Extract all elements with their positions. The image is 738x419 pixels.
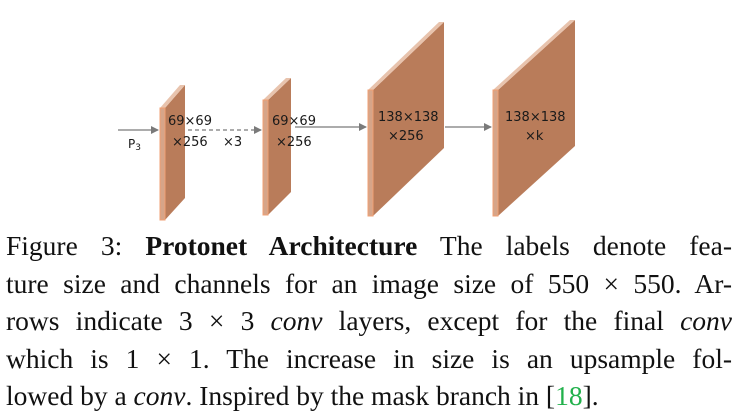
block-3-label-size: 138×138 xyxy=(378,110,439,125)
block-2-label-size: 69×69 xyxy=(272,114,316,129)
feature-block-4: 138×138 ×k xyxy=(492,20,575,217)
block-2-label-channels: ×256 xyxy=(276,135,312,150)
block-4-top xyxy=(493,20,575,90)
block-4-side xyxy=(498,20,575,216)
caption-text-1: The labels denote fea- xyxy=(439,230,732,261)
block-2-side xyxy=(268,78,291,215)
block-1-label-channels: ×256 xyxy=(172,135,208,150)
caption-text-4: which is 1 × 1. The increase in size is … xyxy=(6,342,732,374)
block-3-label-channels: ×256 xyxy=(388,129,424,144)
figure-caption: Figure 3: Protonet Architecture The labe… xyxy=(6,227,732,415)
caption-line-2: ture size and channels for an image size… xyxy=(6,265,732,303)
caption-line-5: lowed by a conv. Inspired by the mask br… xyxy=(6,377,732,415)
block-3-top xyxy=(368,22,444,90)
block-4-face xyxy=(492,89,499,217)
caption-figure-label: Figure 3: xyxy=(6,230,123,261)
protonet-diagram-svg: P3 69×69 ×256 ×3 69×69 ×256 138×138 xyxy=(118,20,575,221)
block-1-face xyxy=(159,107,166,221)
caption-text-3a: rows indicate 3 × 3 xyxy=(6,305,271,336)
block-2-top xyxy=(263,78,291,100)
input-label-p: P3 xyxy=(128,137,141,153)
block-1-label-size: 69×69 xyxy=(168,114,212,129)
block-4-label-size: 138×138 xyxy=(505,110,566,125)
caption-line-3: rows indicate 3 × 3 conv layers, except … xyxy=(6,302,732,340)
caption-conv-1: conv xyxy=(270,305,323,336)
caption-text-5c: . Inspired by the mask branch in [ xyxy=(185,380,556,411)
caption-text-5a: lowed by a xyxy=(6,380,134,411)
block-3-side xyxy=(373,22,444,216)
caption-line-4: which is 1 × 1. The increase in size is … xyxy=(6,340,732,378)
feature-block-1: 69×69 ×256 xyxy=(159,85,212,221)
caption-conv-3: conv xyxy=(133,380,186,411)
feature-block-2: 69×69 ×256 xyxy=(262,78,316,216)
caption-text-3c: layers, except for the final xyxy=(322,305,681,336)
block-1-top xyxy=(160,85,185,108)
protonet-diagram: P3 69×69 ×256 ×3 69×69 ×256 138×138 xyxy=(118,20,575,221)
block-3-face xyxy=(367,89,374,217)
caption-conv-2: conv xyxy=(680,305,732,336)
block-2-face xyxy=(262,99,269,216)
block-4-label-channels: ×k xyxy=(525,129,544,144)
caption-text-2: ture size and channels for an image size… xyxy=(6,267,732,299)
caption-text-5e: ]. xyxy=(582,380,599,411)
block-1-side xyxy=(165,85,185,220)
repeat-label: ×3 xyxy=(223,135,242,150)
caption-line-1: Figure 3: Protonet Architecture The labe… xyxy=(6,227,732,265)
feature-block-3: 138×138 ×256 xyxy=(367,22,444,217)
caption-title: Protonet Architecture xyxy=(145,230,418,261)
citation-link[interactable]: 18 xyxy=(555,380,583,411)
